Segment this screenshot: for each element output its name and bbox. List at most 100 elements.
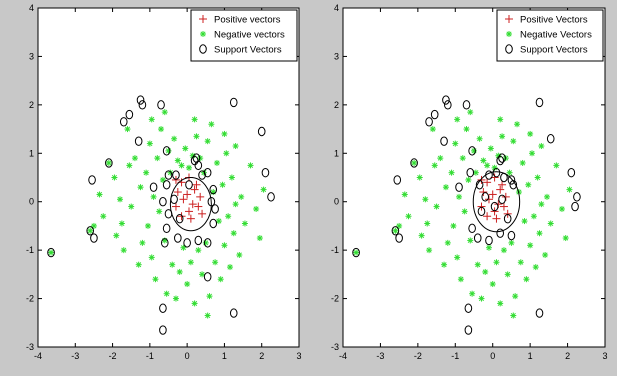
support-vector-point (198, 170, 206, 180)
positive-point (503, 209, 512, 218)
support-vector-point (90, 233, 98, 243)
legend-box (190, 9, 298, 62)
y-tick-label: 1 (334, 148, 339, 158)
positive-point (173, 188, 182, 197)
support-vector-point (352, 247, 360, 258)
negative-point (253, 205, 260, 212)
negative-point (491, 164, 498, 171)
negative-point (493, 259, 500, 266)
legend-box (496, 9, 604, 62)
negative-point (238, 193, 245, 200)
negative-point (182, 145, 189, 152)
y-tick-label: 0 (334, 197, 339, 207)
x-tick-label: -4 (34, 351, 42, 361)
support-vector-point (496, 155, 505, 166)
negative-point (90, 222, 97, 229)
negative-point (437, 155, 444, 162)
negative-point (478, 295, 485, 302)
support-vector-point (138, 100, 147, 110)
negative-point (225, 213, 232, 220)
support-vector-point (464, 303, 473, 313)
positive-point (198, 209, 207, 218)
y-tick-label: 0 (29, 197, 34, 207)
negative-point (163, 290, 170, 297)
support-vector-point (507, 230, 516, 241)
support-vector-point (430, 109, 439, 120)
negative-point (510, 138, 517, 145)
negative-point (454, 116, 461, 123)
positive-point (477, 202, 486, 211)
negative-point (456, 193, 463, 200)
negative-point (534, 174, 541, 181)
negative-point (525, 181, 532, 188)
negative-point (219, 181, 226, 188)
support-vector-point (261, 167, 270, 178)
negative-point (159, 176, 166, 183)
negative-point (411, 159, 418, 166)
negative-point (536, 230, 543, 237)
negative-point (191, 116, 198, 123)
negative-point (105, 159, 112, 166)
negative-point (96, 191, 103, 198)
negative-point (538, 143, 545, 150)
support-vector-point (455, 182, 463, 192)
positive-point (171, 202, 180, 211)
negative-point (566, 186, 573, 193)
support-vector-point (209, 184, 218, 195)
negative-point (165, 147, 172, 154)
y-tick-label: 2 (29, 100, 34, 110)
negative-point (128, 203, 135, 210)
legend-entry: Positive Vectors (520, 15, 588, 26)
support-vector-point (571, 201, 579, 212)
positive-point (488, 190, 497, 199)
support-vector-point (498, 194, 506, 204)
negative-point (422, 196, 429, 203)
positive-point (194, 202, 203, 211)
support-vector-point (490, 201, 499, 212)
positive-point (498, 180, 507, 189)
support-vector-point (209, 218, 218, 229)
negative-point (405, 213, 412, 220)
support-vector-point (229, 97, 238, 108)
negative-point (426, 247, 433, 254)
negative-point (433, 203, 440, 210)
support-vector-point (535, 308, 544, 318)
positive-point (171, 175, 180, 184)
support-vector-point (194, 235, 203, 246)
negative-point (195, 247, 202, 254)
negative-point (485, 244, 492, 251)
negative-point (527, 242, 534, 249)
negative-point (208, 121, 215, 128)
support-vector-point (183, 238, 191, 248)
positive-point (179, 195, 188, 204)
negative-point (480, 157, 487, 164)
negative-point (467, 109, 474, 116)
negative-point (206, 293, 213, 300)
negative-point (512, 293, 519, 300)
negative-point (530, 213, 537, 220)
support-vector-point (425, 117, 433, 127)
positive-point (477, 175, 486, 184)
support-vector-point (194, 160, 203, 171)
support-vector-point (86, 226, 94, 236)
negative-point (517, 259, 524, 266)
support-vector-point (160, 238, 169, 248)
negative-point (154, 155, 161, 162)
y-tick-label: -3 (26, 342, 34, 352)
negative-point (87, 227, 94, 234)
support-vector-point (507, 175, 516, 185)
support-vector-point (174, 233, 182, 243)
negative-point (172, 295, 179, 302)
negative-point (223, 150, 230, 157)
negative-point (441, 261, 448, 268)
decision-boundary (472, 171, 521, 233)
negative-point (463, 126, 470, 133)
support-vector-point (162, 180, 171, 190)
negative-point (213, 159, 220, 166)
positive-point (496, 185, 505, 194)
y-tick-label: -3 (331, 342, 339, 352)
support-vector-point (468, 223, 476, 234)
negative-point (150, 193, 157, 200)
negative-point (260, 186, 267, 193)
